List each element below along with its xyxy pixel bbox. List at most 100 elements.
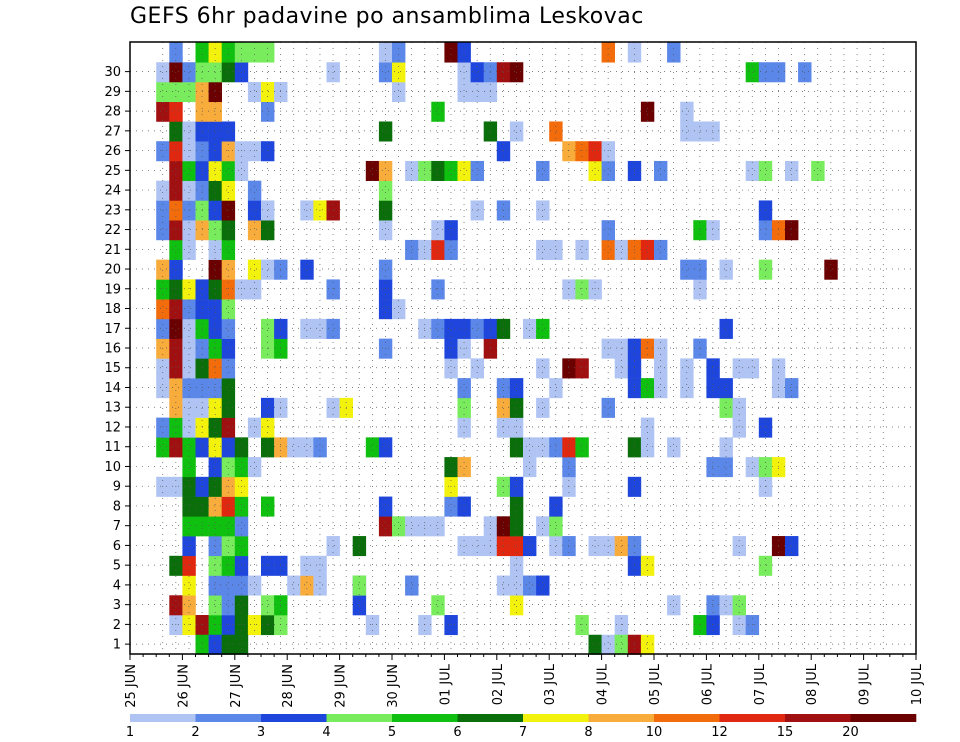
heatmap-cell	[247, 259, 262, 280]
heatmap-cell	[156, 81, 170, 103]
heatmap-cell	[169, 615, 183, 636]
heatmap-cell	[169, 141, 183, 162]
heatmap-cell	[182, 220, 196, 241]
heatmap-cell	[496, 141, 511, 162]
heatmap-cell	[274, 437, 288, 458]
heatmap-cell	[195, 358, 209, 379]
y-tick-label: 7	[113, 519, 121, 534]
heatmap-cell	[169, 101, 183, 122]
heatmap-cell	[496, 378, 511, 399]
heatmap-cell	[771, 378, 786, 399]
heatmap-cell	[300, 437, 314, 458]
heatmap-cell	[234, 457, 249, 478]
heatmap-cell	[509, 555, 524, 576]
heatmap-cell	[392, 516, 406, 537]
heatmap-cell	[274, 555, 288, 576]
heatmap-cell	[706, 615, 720, 636]
heatmap-cell	[195, 318, 209, 339]
x-tick-label: 04 JUL	[596, 663, 611, 705]
heatmap-cell	[208, 437, 222, 458]
heatmap-cell	[182, 318, 196, 339]
heatmap-cell	[221, 516, 236, 537]
x-tick-label: 06 JUL	[700, 663, 715, 705]
heatmap-cell	[509, 595, 524, 616]
heatmap-cell	[706, 121, 720, 142]
heatmap-cell	[234, 496, 249, 517]
heatmap-cell	[234, 634, 249, 655]
heatmap-cell	[536, 239, 550, 260]
heatmap-cell	[457, 160, 471, 181]
x-tick-label: 28 JUN	[281, 664, 296, 708]
heatmap-cell	[378, 180, 393, 201]
heatmap-cell	[234, 615, 249, 636]
heatmap-cell	[732, 397, 746, 418]
heatmap-cell	[221, 279, 236, 300]
heatmap-cell	[169, 259, 183, 280]
heatmap-cell	[706, 378, 720, 399]
heatmap-cell	[378, 279, 393, 300]
heatmap-cell	[169, 378, 183, 399]
heatmap-cell	[470, 358, 484, 379]
heatmap-cell	[601, 239, 615, 260]
heatmap-cell	[444, 42, 458, 63]
legend-label: 8	[584, 725, 592, 740]
heatmap-cell	[719, 259, 733, 280]
heatmap-cell	[614, 634, 629, 655]
heatmap-cell	[536, 397, 550, 418]
heatmap-cell	[483, 516, 498, 537]
heatmap-cell	[483, 121, 498, 142]
x-tick-label: 02 JUL	[491, 663, 506, 705]
legend-swatch	[326, 714, 393, 722]
heatmap-cell	[234, 575, 249, 596]
heatmap-cell	[640, 555, 655, 576]
heatmap-cell	[418, 160, 432, 181]
heatmap-cell	[261, 615, 275, 636]
heatmap-cell	[300, 555, 314, 576]
heatmap-cell	[431, 279, 445, 300]
heatmap-cell	[601, 397, 615, 418]
heatmap-cell	[758, 457, 773, 478]
heatmap-cell	[549, 496, 563, 517]
heatmap-cell	[509, 121, 524, 142]
heatmap-cell	[365, 615, 380, 636]
heatmap-cell	[470, 81, 484, 103]
heatmap-cell	[208, 575, 222, 596]
heatmap-cell	[195, 81, 209, 103]
heatmap-cell	[169, 220, 183, 241]
heatmap-cell	[627, 555, 642, 576]
heatmap-cell	[457, 417, 471, 438]
heatmap-cell	[195, 220, 209, 241]
heatmap-cell	[169, 279, 183, 300]
heatmap-cell	[457, 81, 471, 103]
heatmap-cell	[261, 101, 275, 122]
legend-swatch	[130, 714, 196, 722]
heatmap-cell	[156, 259, 170, 280]
heatmap-cell	[195, 615, 209, 636]
heatmap-cell	[719, 457, 733, 478]
heatmap-cell	[509, 437, 524, 458]
heatmap-cell	[169, 318, 183, 339]
y-tick-label: 4	[113, 578, 121, 593]
heatmap-cell	[169, 358, 183, 379]
x-tick-label: 26 JUN	[176, 664, 191, 708]
heatmap-cell	[483, 318, 498, 339]
heatmap-cell	[261, 81, 275, 103]
heatmap-cell	[431, 101, 445, 122]
legend-label: 7	[519, 725, 527, 740]
heatmap-cell	[195, 180, 209, 201]
heatmap-cell	[221, 358, 236, 379]
y-tick-label: 12	[104, 420, 121, 435]
heatmap-cell	[693, 121, 707, 142]
heatmap-cell	[208, 81, 222, 103]
heatmap-cell	[785, 220, 799, 241]
heatmap-cell	[274, 595, 288, 616]
heatmap-cell	[300, 575, 314, 596]
heatmap-cell	[667, 42, 681, 63]
heatmap-cell	[693, 615, 707, 636]
heatmap-cell	[719, 397, 733, 418]
heatmap-cell	[562, 457, 576, 478]
x-tick-label: 27 JUN	[229, 664, 244, 708]
heatmap-cell	[156, 279, 170, 300]
heatmap-cell	[745, 160, 760, 181]
